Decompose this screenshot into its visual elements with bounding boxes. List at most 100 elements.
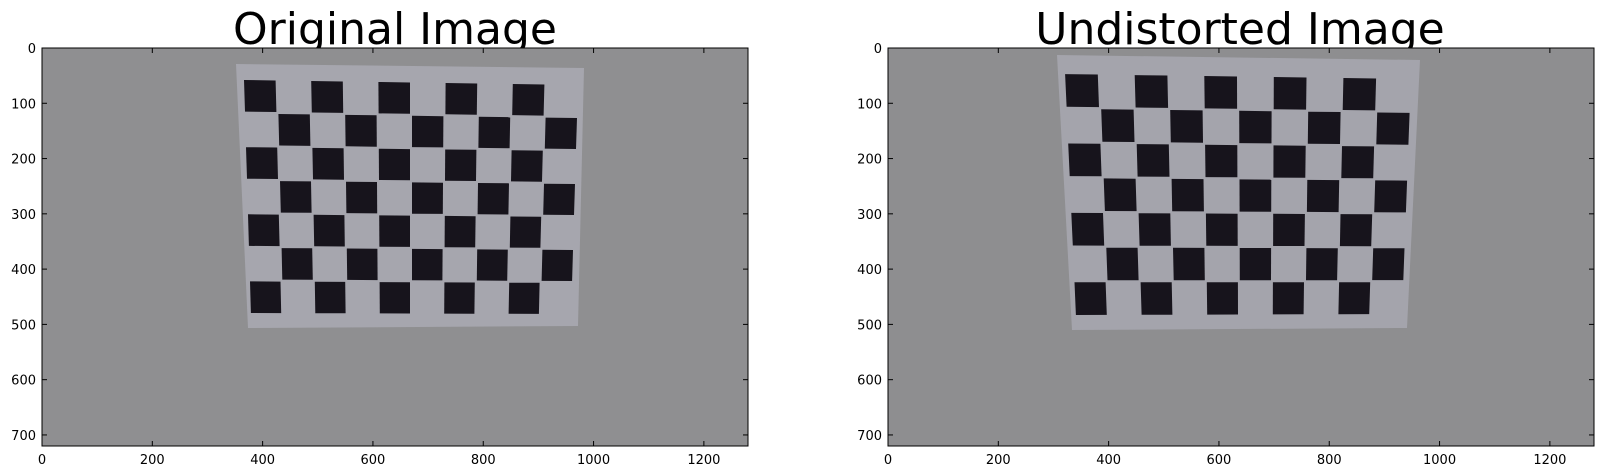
checker-square xyxy=(1205,144,1238,178)
checker-square xyxy=(1205,213,1238,246)
checker-square xyxy=(1273,145,1306,178)
checker-square xyxy=(508,282,540,314)
y-tick-label: 600 xyxy=(11,374,36,389)
y-axis-original: 0 100 200 300 400 500 600 700 xyxy=(11,42,748,444)
checker-square xyxy=(1170,110,1203,143)
checker-square xyxy=(476,249,508,281)
x-tick-label: 200 xyxy=(140,453,165,468)
checkerboard-squares xyxy=(1065,74,1410,315)
checker-square xyxy=(1342,78,1377,111)
checker-square xyxy=(1374,180,1408,213)
y-tick-label: 200 xyxy=(11,153,36,168)
checker-square xyxy=(1140,282,1173,315)
checker-square xyxy=(312,147,344,180)
checker-square xyxy=(445,149,477,181)
y-tick-label: 600 xyxy=(857,374,882,389)
checker-square xyxy=(1065,74,1099,108)
x-tick-label: 0 xyxy=(884,453,892,468)
checker-square xyxy=(1074,282,1107,315)
y-tick-label: 400 xyxy=(11,263,36,278)
checker-square xyxy=(477,183,509,215)
y-tick-label: 700 xyxy=(857,429,882,444)
y-tick-label: 700 xyxy=(11,429,36,444)
checker-square xyxy=(280,181,312,213)
checker-square xyxy=(1273,213,1305,246)
checker-square xyxy=(250,281,282,314)
checker-square xyxy=(313,214,345,247)
checker-square xyxy=(1376,112,1410,145)
checker-square xyxy=(1239,179,1272,212)
y-tick-label: 200 xyxy=(857,153,882,168)
checker-square xyxy=(1272,282,1304,315)
panel-original: Original Image 0 200 400 600 800 1000 1200 0 10… xyxy=(11,4,749,468)
checker-square xyxy=(1106,247,1139,281)
checker-square xyxy=(509,216,542,248)
y-tick-label: 400 xyxy=(857,263,882,278)
y-tick-label: 500 xyxy=(857,318,882,333)
checker-square xyxy=(1134,75,1169,108)
checker-square xyxy=(1372,248,1405,281)
x-tick-label: 800 xyxy=(471,453,496,468)
panel-title-original: Original Image xyxy=(233,4,557,55)
checker-square xyxy=(541,249,573,281)
y-tick-label: 100 xyxy=(857,97,882,112)
checker-square xyxy=(378,148,410,181)
y-tick-label: 0 xyxy=(28,42,36,57)
checker-square xyxy=(1338,282,1371,315)
checker-square xyxy=(1136,144,1170,177)
checker-square xyxy=(1103,178,1137,212)
checker-square xyxy=(378,82,410,114)
checker-square xyxy=(1171,178,1204,212)
checker-square xyxy=(346,248,378,281)
x-tick-label: 200 xyxy=(986,453,1011,468)
checker-square xyxy=(1068,143,1102,177)
image-undistorted xyxy=(888,48,1594,446)
checkerboard-squares xyxy=(244,80,577,314)
checker-square xyxy=(445,83,478,115)
checker-square xyxy=(511,150,543,182)
checker-square xyxy=(278,114,311,146)
checker-square xyxy=(246,147,278,179)
x-axis-original: 0 200 400 600 800 1000 1200 xyxy=(38,48,720,468)
checker-square xyxy=(543,183,575,215)
checker-square xyxy=(544,117,577,149)
checker-square xyxy=(444,282,475,314)
x-tick-label: 600 xyxy=(361,453,386,468)
checker-square xyxy=(281,248,313,280)
x-tick-label: 400 xyxy=(250,453,275,468)
x-axis-undistorted: 0 200 400 600 800 1000 1200 xyxy=(884,48,1566,468)
checker-square xyxy=(1138,213,1171,246)
y-tick-label: 0 xyxy=(874,42,882,57)
y-tick-label: 300 xyxy=(11,208,36,223)
checker-square xyxy=(412,248,443,281)
checker-square xyxy=(1239,110,1272,144)
x-tick-label: 0 xyxy=(38,453,46,468)
x-tick-label: 1200 xyxy=(687,453,720,468)
checker-square xyxy=(1204,76,1238,109)
checker-square xyxy=(346,181,378,214)
checker-square xyxy=(1339,214,1373,247)
checker-square xyxy=(244,80,277,112)
y-axis-undistorted: 0 100 200 300 400 500 600 700 xyxy=(857,42,1594,444)
checker-square xyxy=(1173,247,1205,281)
x-tick-label: 1000 xyxy=(577,453,610,468)
checker-square xyxy=(1341,146,1375,179)
checker-square xyxy=(1206,282,1238,315)
checker-square xyxy=(412,182,443,214)
checker-square xyxy=(248,214,280,247)
panel-undistorted: Undistorted Image 0 200 400 600 800 1000 1200 … xyxy=(857,4,1595,468)
checker-square xyxy=(1101,109,1135,142)
checker-square xyxy=(379,215,410,247)
y-tick-label: 500 xyxy=(11,318,36,333)
x-tick-label: 1000 xyxy=(1423,453,1456,468)
panel-title-undistorted: Undistorted Image xyxy=(1035,4,1444,55)
checker-square xyxy=(412,115,444,148)
x-tick-label: 600 xyxy=(1207,453,1232,468)
checker-square xyxy=(1306,248,1338,281)
checker-square xyxy=(1306,179,1340,213)
y-tick-label: 300 xyxy=(857,208,882,223)
axes-frame-original xyxy=(41,47,749,447)
checker-square xyxy=(1307,111,1341,144)
x-tick-label: 400 xyxy=(1096,453,1121,468)
